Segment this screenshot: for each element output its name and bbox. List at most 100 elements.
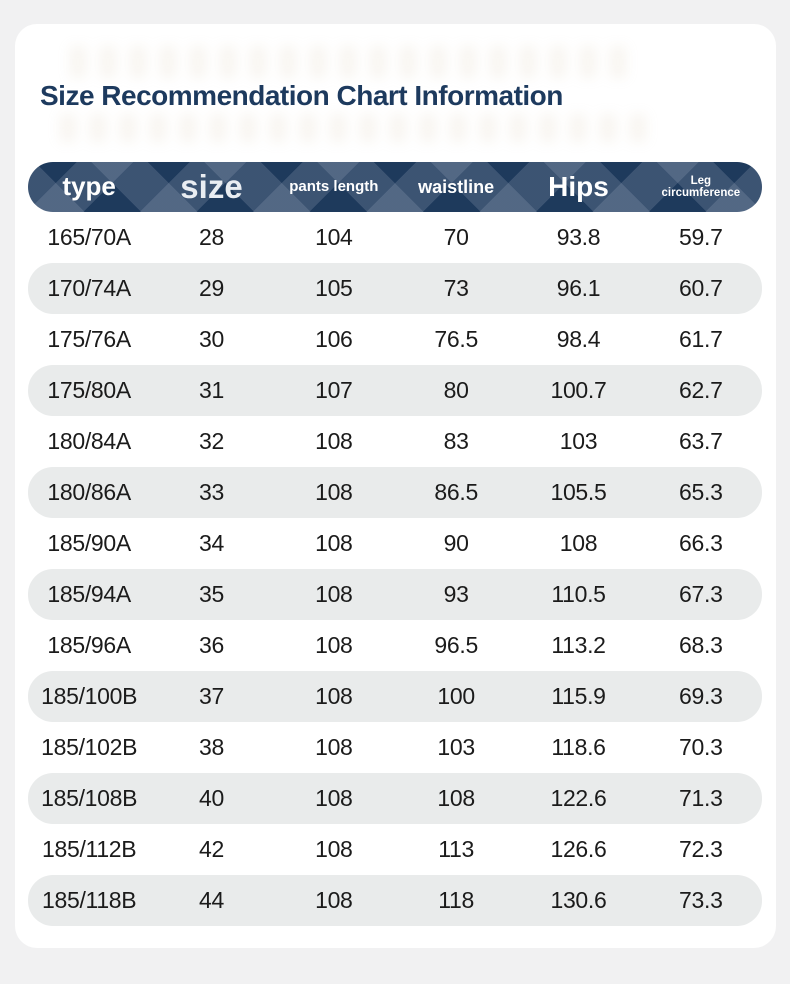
cell: 115.9 bbox=[551, 683, 606, 709]
cell: 185/90A bbox=[47, 530, 131, 556]
cell: 70 bbox=[443, 224, 469, 250]
cell: 37 bbox=[199, 683, 224, 709]
cell: 103 bbox=[437, 734, 475, 760]
table-row: 185/94A 35 108 93 110.5 67.3 bbox=[28, 569, 762, 620]
cell: 68.3 bbox=[679, 632, 723, 658]
cell: 33 bbox=[199, 479, 224, 505]
table-row: 185/112B 42 108 113 126.6 72.3 bbox=[28, 824, 762, 875]
cell: 96.1 bbox=[556, 275, 601, 301]
cell: 83 bbox=[443, 428, 469, 454]
column-header-waistline: waistline bbox=[418, 176, 495, 197]
cell: 90 bbox=[443, 530, 469, 556]
cell: 165/70A bbox=[47, 224, 131, 250]
cell: 108 bbox=[315, 530, 353, 556]
cell: 71.3 bbox=[679, 785, 723, 811]
cell: 104 bbox=[315, 224, 353, 250]
cell: 80 bbox=[443, 377, 469, 403]
table-row: 165/70A 28 104 70 93.8 59.7 bbox=[28, 212, 762, 263]
cell: 185/94A bbox=[47, 581, 131, 607]
cell: 185/102B bbox=[41, 734, 138, 760]
cell: 69.3 bbox=[679, 683, 723, 709]
cell: 108 bbox=[315, 734, 353, 760]
cell: 93 bbox=[443, 581, 469, 607]
column-header-type: type bbox=[62, 171, 116, 202]
cell: 72.3 bbox=[679, 836, 723, 862]
cell: 113.2 bbox=[551, 632, 606, 658]
cell: 175/76A bbox=[47, 326, 131, 352]
cell: 61.7 bbox=[679, 326, 723, 352]
cell: 73.3 bbox=[679, 887, 723, 913]
cell: 100.7 bbox=[550, 377, 607, 403]
cell: 108 bbox=[315, 836, 353, 862]
cell: 60.7 bbox=[679, 275, 723, 301]
cell: 108 bbox=[315, 785, 353, 811]
cell: 185/118B bbox=[41, 887, 137, 913]
cell: 29 bbox=[199, 275, 224, 301]
cell: 30 bbox=[199, 326, 224, 352]
column-header-size: size bbox=[180, 167, 243, 205]
cell: 108 bbox=[315, 581, 353, 607]
cell: 62.7 bbox=[679, 377, 723, 403]
cell: 105.5 bbox=[550, 479, 607, 505]
cell: 106 bbox=[315, 326, 353, 352]
cell: 185/96A bbox=[47, 632, 131, 658]
table-header: type size pants length waistline Hips Le… bbox=[28, 162, 762, 212]
cell: 108 bbox=[437, 785, 475, 811]
cell: 98.4 bbox=[556, 326, 601, 352]
table-row: 185/96A 36 108 96.5 113.2 68.3 bbox=[28, 620, 762, 671]
table-row: 180/84A 32 108 83 103 63.7 bbox=[28, 416, 762, 467]
table-row: 185/102B 38 108 103 118.6 70.3 bbox=[28, 722, 762, 773]
cell: 180/86A bbox=[47, 479, 131, 505]
cell: 67.3 bbox=[679, 581, 723, 607]
table-row: 185/90A 34 108 90 108 66.3 bbox=[28, 518, 762, 569]
cell: 108 bbox=[315, 887, 353, 913]
column-header-hips: Hips bbox=[548, 171, 609, 203]
cell: 31 bbox=[199, 377, 224, 403]
table-row: 185/100B 37 108 100 115.9 69.3 bbox=[28, 671, 762, 722]
cell: 108 bbox=[559, 530, 598, 556]
cell: 44 bbox=[199, 887, 224, 913]
cell: 96.5 bbox=[434, 632, 478, 658]
table-row: 170/74A 29 105 73 96.1 60.7 bbox=[28, 263, 762, 314]
cell: 70.3 bbox=[679, 734, 723, 760]
cell: 35 bbox=[199, 581, 224, 607]
table-row: 175/80A 31 107 80 100.7 62.7 bbox=[28, 365, 762, 416]
cell: 126.6 bbox=[550, 836, 607, 862]
cell: 113 bbox=[438, 836, 475, 862]
cell: 108 bbox=[315, 428, 353, 454]
cell: 118 bbox=[438, 887, 475, 913]
cell: 65.3 bbox=[679, 479, 723, 505]
watermark-smudge bbox=[60, 114, 650, 142]
table-row: 175/76A 30 106 76.5 98.4 61.7 bbox=[28, 314, 762, 365]
cell: 34 bbox=[199, 530, 224, 556]
size-chart-card: Size Recommendation Chart Information ty… bbox=[15, 24, 776, 948]
cell: 108 bbox=[315, 683, 353, 709]
cell: 110.5 bbox=[551, 581, 606, 607]
cell: 108 bbox=[315, 479, 353, 505]
column-header-leg-circumference: Leg circumference bbox=[661, 174, 741, 199]
cell: 107 bbox=[315, 377, 353, 403]
cell: 100 bbox=[437, 683, 475, 709]
cell: 38 bbox=[199, 734, 224, 760]
cell: 73 bbox=[443, 275, 469, 301]
cell: 108 bbox=[315, 632, 353, 658]
cell: 105 bbox=[315, 275, 353, 301]
cell: 118.6 bbox=[551, 734, 606, 760]
cell: 130.6 bbox=[550, 887, 607, 913]
table-row: 185/118B 44 108 118 130.6 73.3 bbox=[28, 875, 762, 926]
size-table: type size pants length waistline Hips Le… bbox=[28, 162, 762, 926]
cell: 185/112B bbox=[41, 836, 137, 862]
cell: 42 bbox=[199, 836, 224, 862]
cell: 170/74A bbox=[47, 275, 131, 301]
table-row: 185/108B 40 108 108 122.6 71.3 bbox=[28, 773, 762, 824]
column-header-pants-length: pants length bbox=[289, 178, 379, 196]
cell: 63.7 bbox=[679, 428, 723, 454]
cell: 185/108B bbox=[41, 785, 138, 811]
cell: 76.5 bbox=[434, 326, 478, 352]
cell: 93.8 bbox=[556, 224, 601, 250]
cell: 36 bbox=[199, 632, 224, 658]
cell: 180/84A bbox=[47, 428, 131, 454]
cell: 28 bbox=[199, 224, 224, 250]
cell: 40 bbox=[199, 785, 224, 811]
